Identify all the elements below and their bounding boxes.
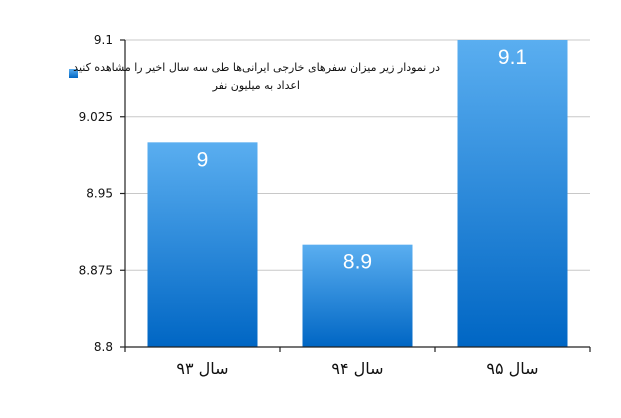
legend-text-line-1: در نمودار زیر میزان سفرهای خارجی ایرانی‌…: [73, 61, 440, 74]
y-tick-label: 8.875: [79, 263, 113, 277]
x-category-label: سال ۹۴: [331, 359, 383, 378]
y-tick-label: 8.8: [94, 340, 113, 354]
axes: [120, 39, 591, 352]
y-tick-label: 8.95: [86, 187, 113, 201]
y-tick-label: 9.1: [94, 33, 113, 47]
labels: 8.8 8.875 8.95 9.025 9.1 9 سال ۹۳ 8.9 سال ۹۴ 9.1 س…: [79, 33, 539, 378]
bars: [147, 40, 568, 347]
bar: [147, 142, 258, 347]
legend-swatch: [69, 69, 78, 78]
bar-data-label: 9: [197, 148, 209, 171]
x-category-label: سال ۹۳: [176, 359, 228, 378]
y-tick-label: 9.025: [79, 110, 113, 124]
x-category-label: سال ۹۵: [486, 359, 538, 378]
bar-data-label: 8.9: [343, 251, 372, 274]
bar: [457, 40, 568, 347]
bar-data-label: 9.1: [498, 46, 527, 69]
legend-text-line-2: اعداد به میلیون نفر: [212, 79, 300, 92]
bar: [302, 244, 413, 347]
legend: در نمودار زیر میزان سفرهای خارجی ایرانی‌…: [69, 61, 440, 92]
